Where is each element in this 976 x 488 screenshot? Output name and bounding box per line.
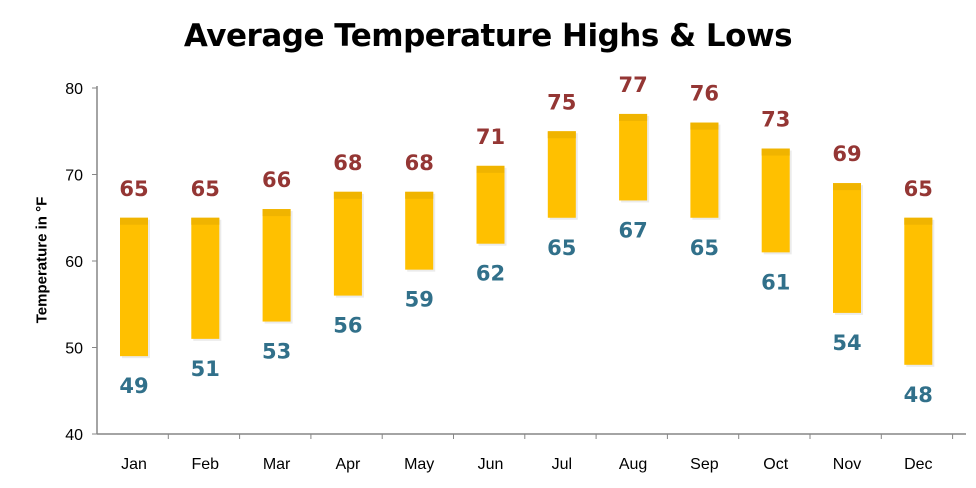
range-bar [619,113,648,201]
range-bar-cap [619,113,648,121]
y-tick-label: 70 [65,168,83,185]
y-tick-label: 60 [65,254,83,271]
high-data-label: 71 [476,125,505,149]
low-data-label: 62 [476,262,505,286]
low-data-label: 54 [832,331,861,355]
range-bar [761,148,790,253]
range-bar [476,165,505,244]
range-bar-cap [476,165,505,173]
range-bar-cap [120,217,148,225]
x-tick-label: Feb [192,456,220,473]
range-bar-cap [262,209,291,217]
high-data-label: 66 [262,168,291,192]
high-data-label: 75 [547,90,576,114]
range-bar-cap [904,217,933,225]
x-tick-label: Dec [904,456,932,473]
low-data-label: 59 [405,288,434,312]
x-tick-label: Sep [690,456,719,473]
low-data-label: 48 [904,383,933,407]
high-data-label: 69 [832,142,861,166]
range-bar-cap [547,131,576,139]
low-data-label: 49 [119,374,148,398]
x-tick-label: Nov [833,456,861,473]
x-tick-label: Jan [121,456,147,473]
x-tick-label: Mar [263,456,291,473]
high-data-label: 77 [618,73,647,97]
low-data-label: 65 [547,236,576,260]
low-data-label: 56 [333,314,362,338]
y-tick-label: 80 [65,81,83,98]
low-data-label: 67 [618,218,647,242]
range-bar [262,209,291,322]
range-bar [333,191,362,296]
low-data-label: 61 [761,270,790,294]
range-bar [191,217,220,339]
high-data-label: 65 [904,177,933,201]
x-tick-label: Apr [335,456,361,473]
high-data-label: 68 [405,151,434,175]
y-tick-label: 40 [65,427,83,444]
high-data-label: 76 [690,82,719,106]
range-bar [690,122,719,218]
x-tick-label: Aug [619,456,647,473]
range-bar-cap [191,217,220,225]
range-bar-cap [690,122,719,130]
y-tick-label: 50 [65,341,83,358]
range-bar [904,217,933,365]
high-data-label: 65 [191,177,220,201]
range-bar-cap [833,183,861,191]
range-bar [120,217,148,357]
x-tick-label: Jul [552,456,572,473]
low-data-label: 53 [262,340,291,364]
low-data-label: 65 [690,236,719,260]
range-bar [547,131,576,218]
range-bar-cap [333,191,362,199]
x-tick-label: Jun [478,456,504,473]
high-data-label: 73 [761,108,790,132]
range-bar [405,191,434,270]
high-data-label: 65 [119,177,148,201]
chart-title: Average Temperature Highs & Lows [183,18,793,54]
range-bar-cap [761,148,790,156]
low-data-label: 51 [191,357,220,381]
x-tick-label: May [404,456,434,473]
range-bar-cap [405,191,434,199]
range-bar [833,183,861,313]
high-data-label: 68 [333,151,362,175]
x-tick-label: Oct [763,456,788,473]
